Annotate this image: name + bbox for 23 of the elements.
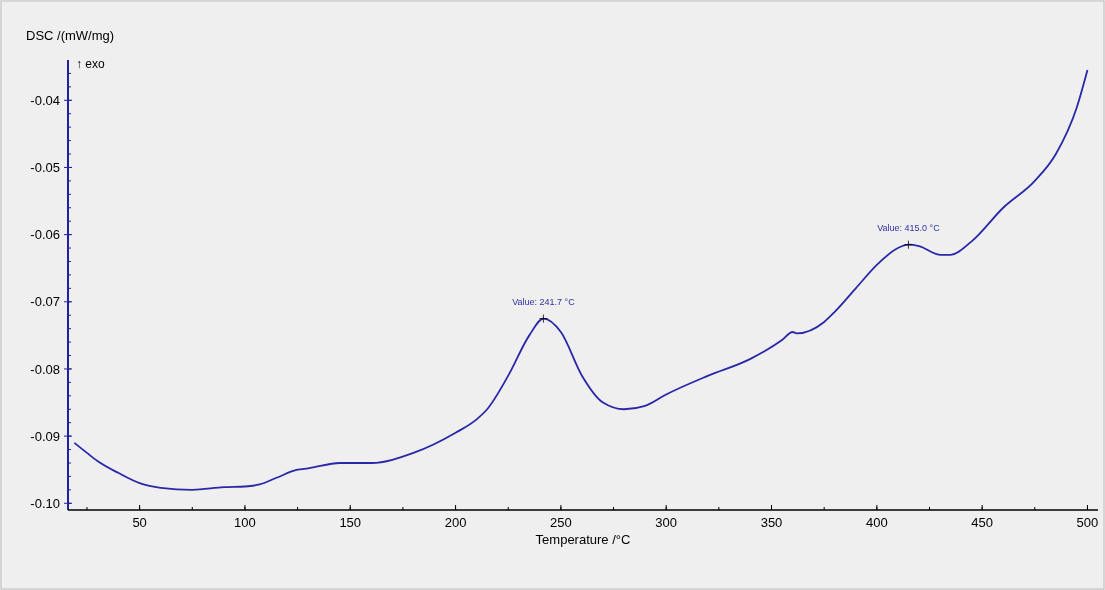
x-tick-label: 200 bbox=[444, 515, 467, 530]
y-tick-label: -0.10 bbox=[30, 495, 60, 511]
x-tick-label: 100 bbox=[234, 515, 256, 530]
x-tick-label: 50 bbox=[132, 515, 147, 530]
x-tick-label: 450 bbox=[971, 515, 993, 530]
x-tick-label: 250 bbox=[550, 515, 572, 530]
x-tick-label: 500 bbox=[1076, 515, 1099, 530]
y-axis-title: DSC /(mW/mg) bbox=[26, 28, 115, 43]
x-axis-title: Temperature /°C bbox=[535, 532, 631, 547]
x-tick-label: 350 bbox=[760, 515, 783, 530]
y-tick-label: -0.08 bbox=[30, 361, 60, 377]
x-tick-label: 400 bbox=[865, 515, 888, 530]
y-tick-label: -0.07 bbox=[30, 294, 60, 310]
y-tick-label: -0.05 bbox=[30, 160, 60, 176]
annotation: Value: 241.7 °C bbox=[512, 296, 576, 307]
x-tick-label: 150 bbox=[339, 515, 362, 530]
y-tick-label: -0.06 bbox=[30, 227, 60, 243]
y-tick-label: -0.04 bbox=[30, 92, 60, 108]
annotation: ↑ exo bbox=[76, 57, 106, 71]
annotation: Value: 415.0 °C bbox=[877, 222, 941, 233]
y-tick-label: -0.09 bbox=[30, 428, 60, 444]
x-tick-label: 300 bbox=[655, 515, 678, 530]
line-series bbox=[73, 69, 1089, 491]
